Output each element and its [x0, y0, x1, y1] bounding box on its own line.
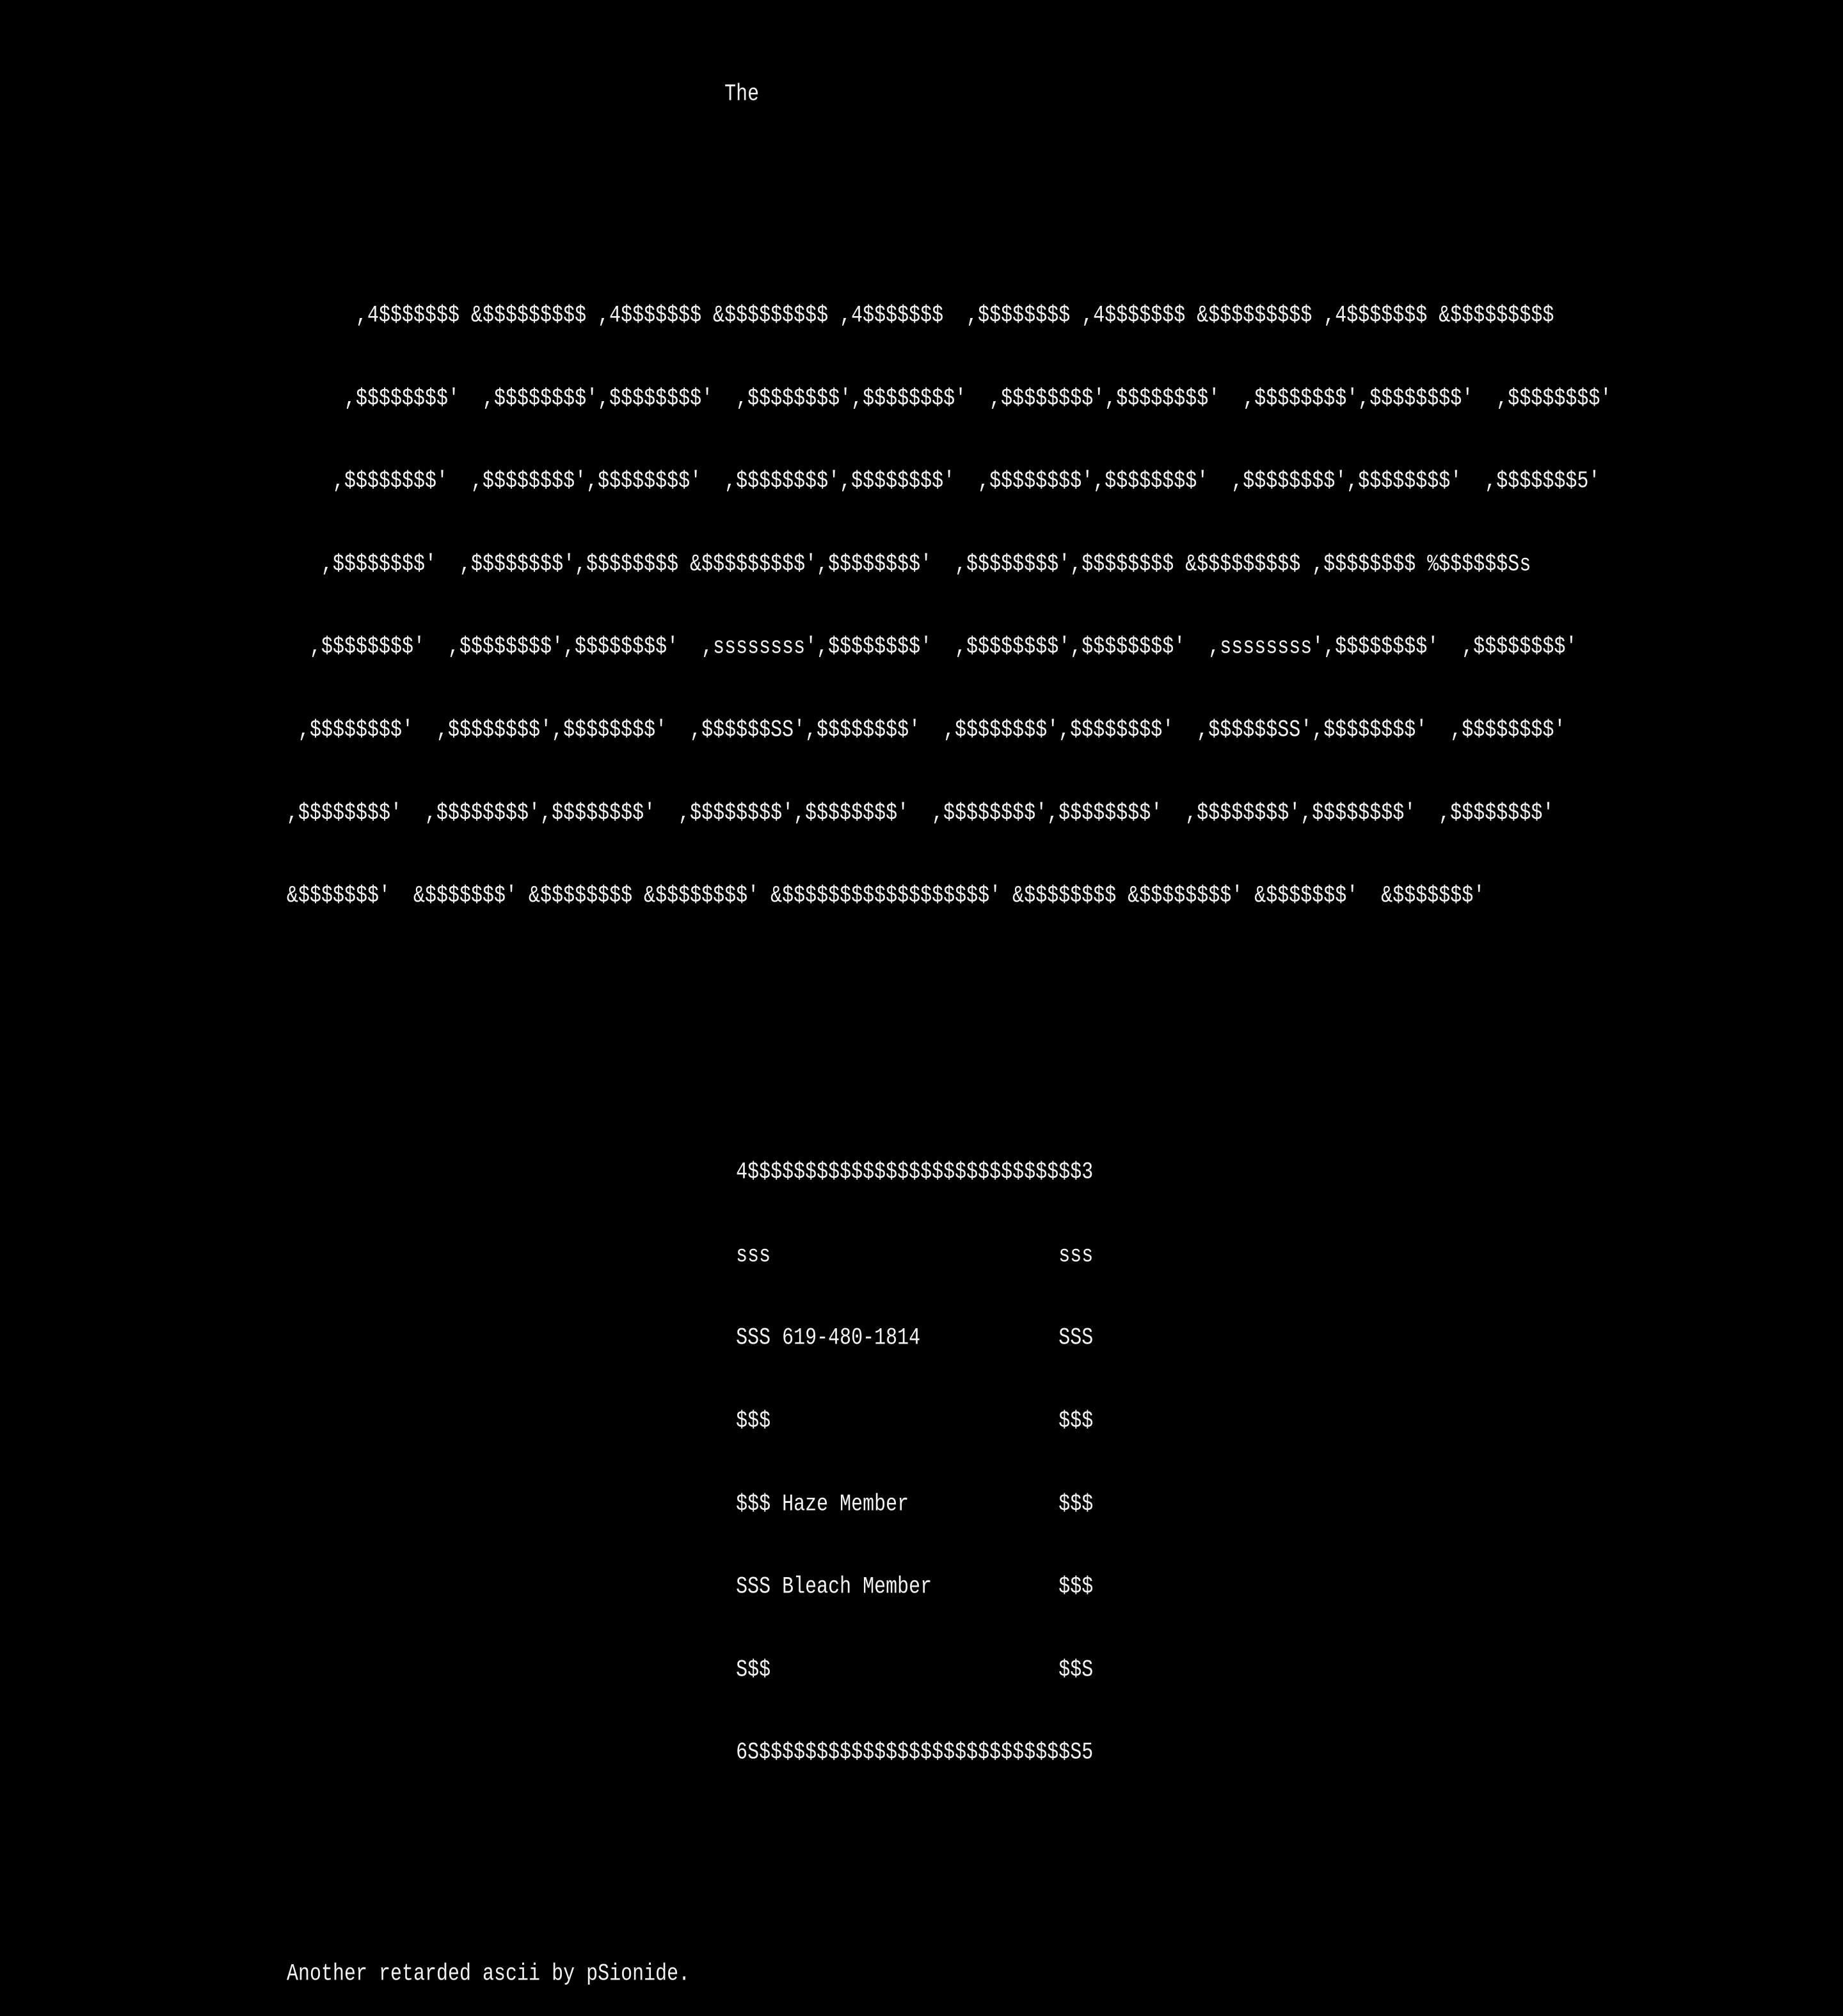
art-line: ,$$$$$$$$' ,$$$$$$$$',$$$$$$$$' ,$$$$$$$… — [287, 800, 1554, 827]
box-line: sss sss — [287, 1242, 1094, 1269]
box-line-bleach: SSS Bleach Member $$$ — [287, 1573, 1094, 1601]
footer-credit: Another retarded ascii by pSionide. — [287, 1960, 690, 1988]
box-line-haze: $$$ Haze Member $$$ — [287, 1491, 1094, 1518]
heading-the: The — [287, 81, 760, 109]
box-line: $$$ $$$ — [287, 1408, 1094, 1436]
ascii-logo: ,4$$$$$$$ &$$$$$$$$$ ,4$$$$$$$ &$$$$$$$$… — [287, 248, 1611, 966]
art-line: ,$$$$$$$$' ,$$$$$$$$',$$$$$$$$' ,$$$$$$S… — [287, 717, 1566, 745]
art-line: ,$$$$$$$$' ,$$$$$$$$',$$$$$$$$ &$$$$$$$$… — [287, 551, 1531, 578]
art-line: &$$$$$$$' &$$$$$$$' &$$$$$$$$ &$$$$$$$$'… — [287, 882, 1485, 910]
box-line: 6S$$$$$$$$$$$$$$$$$$$$$$$$$$$S5 — [287, 1739, 1094, 1767]
blank-line — [287, 1018, 1611, 1052]
blank-line — [287, 1875, 1611, 1909]
art-line: ,4$$$$$$$ &$$$$$$$$$ ,4$$$$$$$ &$$$$$$$$… — [287, 302, 1554, 330]
box-line: S$$ $$S — [287, 1656, 1094, 1684]
art-line: ,$$$$$$$$' ,$$$$$$$$',$$$$$$$$' ,$$$$$$$… — [287, 385, 1612, 413]
info-box: 4$$$$$$$$$$$$$$$$$$$$$$$$$$$$$3 sss sss … — [287, 1104, 1611, 1823]
box-line-phone: SSS 619-480-1814 SSS — [287, 1324, 1094, 1353]
art-line: ,$$$$$$$$' ,$$$$$$$$',$$$$$$$$' ,sssssss… — [287, 633, 1577, 662]
blank-line — [287, 161, 1611, 196]
ascii-art-screen: The ,4$$$$$$$ &$$$$$$$$$ ,4$$$$$$$ &$$$$… — [287, 26, 1611, 2016]
box-line: 4$$$$$$$$$$$$$$$$$$$$$$$$$$$$$3 — [287, 1159, 1094, 1187]
art-line: ,$$$$$$$$' ,$$$$$$$$',$$$$$$$$' ,$$$$$$$… — [287, 468, 1600, 496]
